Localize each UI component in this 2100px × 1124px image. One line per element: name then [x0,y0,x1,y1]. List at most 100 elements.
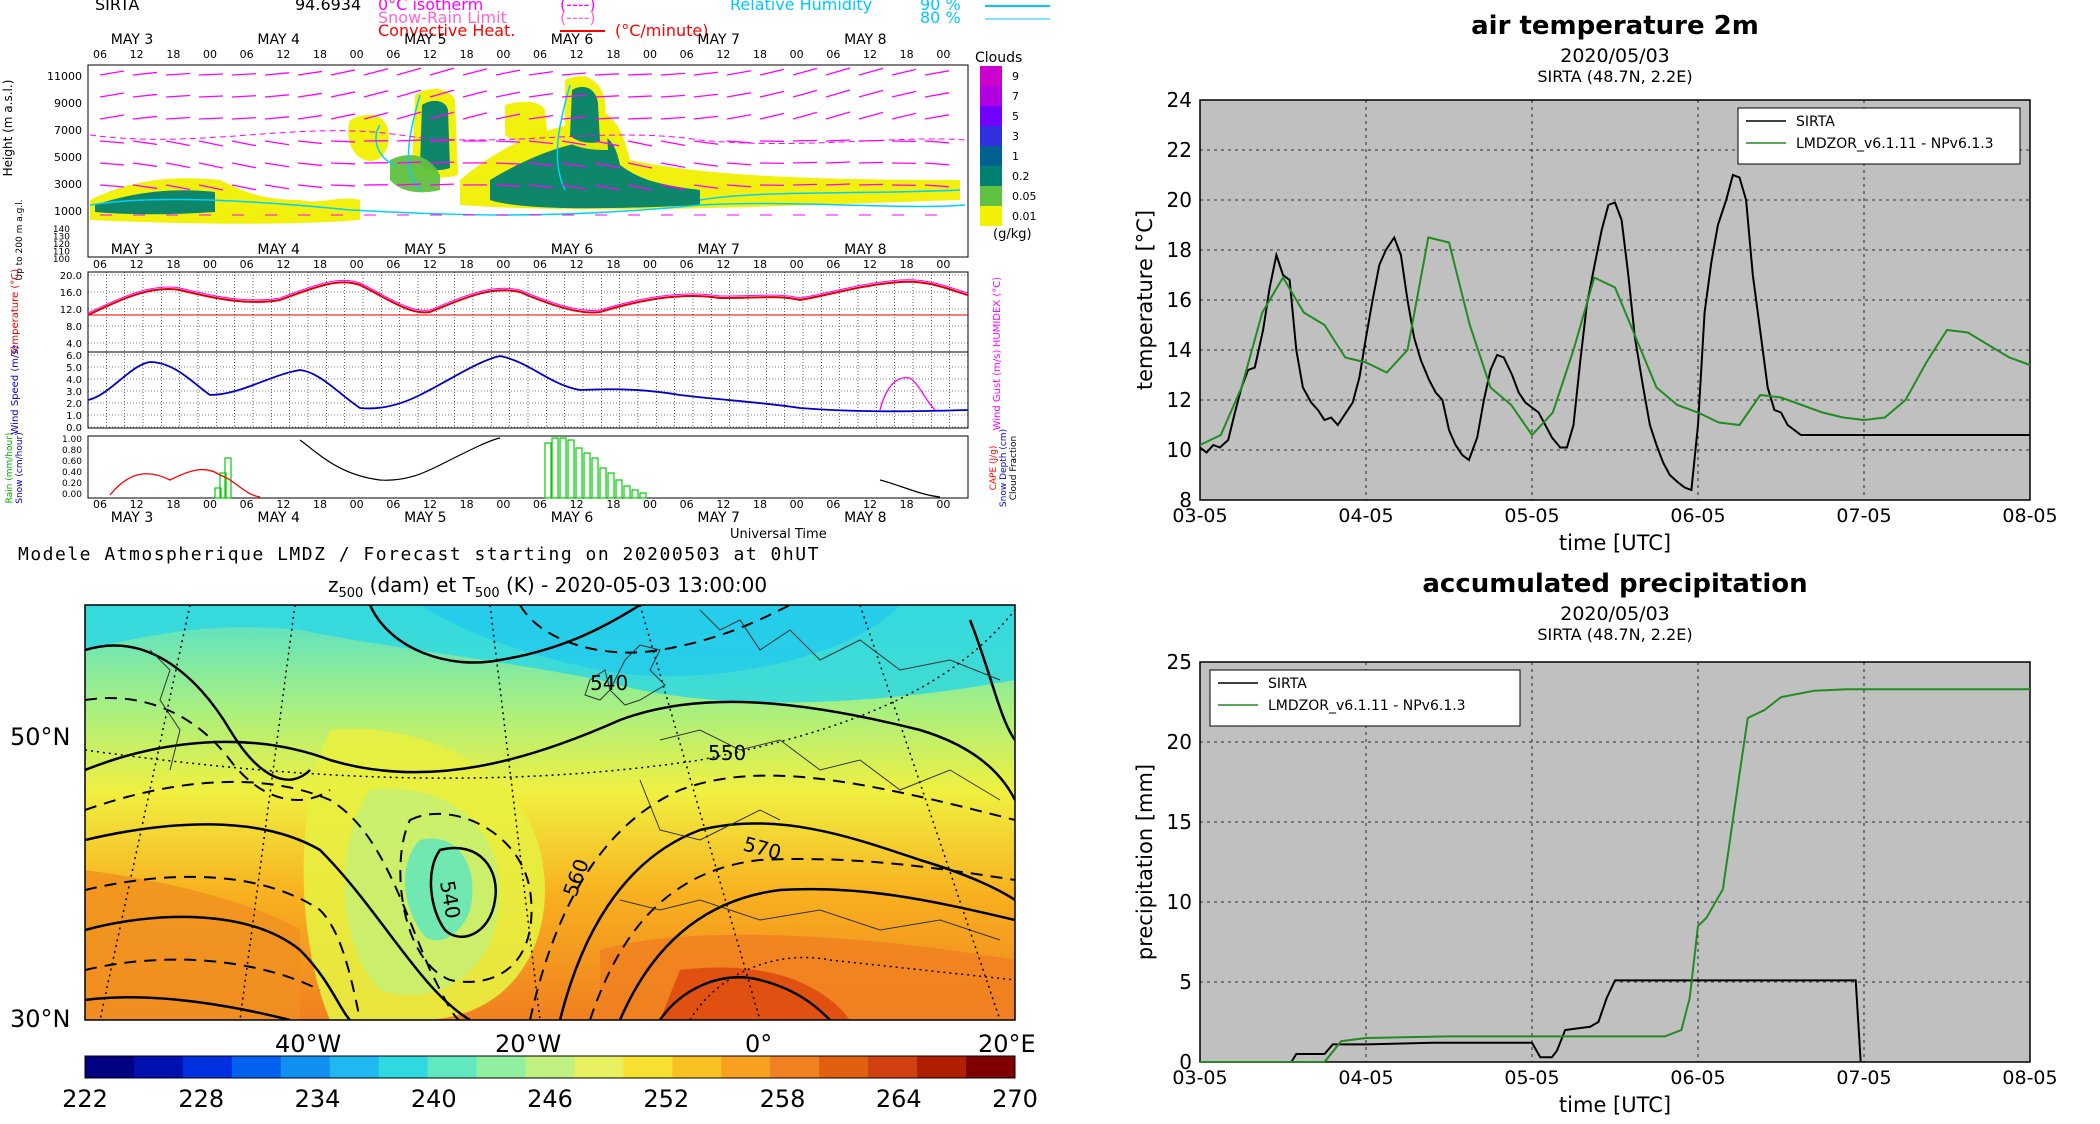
wind-tick: 0.0 [66,423,82,434]
hour-label: 12 [863,258,877,271]
hour-label: 12 [863,48,877,61]
cloudfrac-label: Cloud Fraction [1009,436,1019,501]
wind-tick: 2.0 [66,399,82,410]
day-label: MAY 5 [404,32,446,48]
colorbar-swatch [623,1056,672,1078]
chart-title: air temperature 2m [1471,11,1759,41]
day-label: MAY 3 [111,242,153,258]
chart-location: SIRTA (48.7N, 2.2E) [1537,625,1692,644]
hour-label: 12 [130,498,144,511]
x-tick-label: 05-05 [1504,1067,1559,1089]
day-label: MAY 8 [844,32,886,48]
x-tick-label: 08-05 [2002,1067,2057,1089]
hour-label: 18 [313,498,327,511]
cloud-scale-swatch [980,146,1002,166]
colorbar-swatch [917,1056,966,1078]
hour-label: 12 [570,498,584,511]
colorbar-tick: 246 [527,1085,573,1113]
cloud-scale-swatch [980,106,1002,126]
convective-unit: (°C/minute) [615,21,708,40]
colorbar-swatch [379,1056,428,1078]
cloud-scale-label: 1 [1012,150,1019,163]
day-label: MAY 3 [111,510,153,526]
height-tick: 7000 [54,124,82,137]
colorbar-swatch [183,1056,232,1078]
rain-tick: 0.20 [62,479,82,489]
geopotential-map: z500 (dam) et T500 (K) - 2020-05-03 13:0… [0,570,1060,1120]
rh-80: 80 % [920,8,961,27]
wind-arrow [859,162,883,163]
colorbar-swatch [526,1056,575,1078]
colorbar-tick: 240 [411,1085,457,1113]
wind-arrow [859,184,883,185]
colorbar-swatch [819,1056,868,1078]
chart-subtitle: 2020/05/03 [1560,45,1670,67]
x-tick-label: 04-05 [1338,1067,1393,1089]
day-label: MAY 4 [257,32,300,48]
day-label: MAY 6 [551,32,594,48]
cloud-scale-label: 0.01 [1012,210,1037,223]
chart-location: SIRTA (48.7N, 2.2E) [1537,67,1692,86]
temp-tick: 12.0 [60,305,82,316]
x-tick-label: 08-05 [2002,505,2057,527]
height-tick: 9000 [54,97,82,110]
height-tick: 5000 [54,151,82,164]
hour-label: 18 [460,48,474,61]
temp-tick: 16.0 [60,288,82,299]
lon-label-20e: 20°E [978,1030,1036,1058]
hour-label: 00 [643,258,657,271]
x-tick-label: 07-05 [1836,505,1891,527]
hour-label: 00 [496,48,510,61]
contour-label-540-north: 540 [590,671,628,695]
wind-ylabel: Wind Speed (m/s) [10,345,21,434]
hour-label: 18 [606,498,620,511]
rain-tick: 0.00 [62,490,82,500]
cloud-scale-swatch [980,86,1002,106]
wind-arrow [793,140,817,141]
low-ylabel: Up to 200 m a.g.l. [15,199,25,280]
y-tick-label: 20 [1167,188,1192,212]
cloud-scale-label: 3 [1012,130,1019,143]
hour-label: 00 [790,48,804,61]
lat-label-50n: 50°N [10,723,71,751]
colorbar-swatch [134,1056,183,1078]
colorbar-tick: 234 [295,1085,341,1113]
hour-label: 18 [313,258,327,271]
hour-label: 00 [203,498,217,511]
y-tick-label: 10 [1167,890,1192,914]
day-label: MAY 7 [697,242,739,258]
hour-label: 06 [93,498,107,511]
colorbar-swatch [574,1056,623,1078]
colorbar-tick: 258 [760,1085,806,1113]
meteogram-panel: SIRTA 94.6934 0°C isotherm (----) Snow-R… [0,0,1060,565]
hour-label: 06 [240,48,254,61]
hour-label: 06 [826,48,840,61]
hour-label: 12 [276,258,290,271]
x-tick-label: 06-05 [1670,1067,1725,1089]
day-label: MAY 5 [404,510,446,526]
wind-arrow [430,184,454,185]
lat-label-30n: 30°N [10,1005,71,1033]
colorbar-swatch [281,1056,330,1078]
clouds-unit: (g/kg) [993,227,1032,242]
cloud-scale-label: 5 [1012,110,1019,123]
colorbar-swatch [868,1056,917,1078]
day-label: MAY 6 [551,510,594,526]
contour-label-550: 550 [708,741,746,765]
wind-arrow [793,184,817,185]
hour-label: 18 [313,48,327,61]
meteogram: SIRTA 94.6934 0°C isotherm (----) Snow-R… [0,0,1060,565]
cloud-scale-swatch [980,186,1002,206]
hour-label: 06 [386,498,400,511]
x-tick-label: 06-05 [1670,505,1725,527]
cloud-scale-label: 7 [1012,90,1019,103]
hour-label: 12 [276,498,290,511]
x-axis-label: time [UTC] [1559,1093,1671,1117]
colorbar-swatch [85,1056,134,1078]
day-label: MAY 8 [844,242,886,258]
wind-arrow [793,162,817,163]
hour-label: 06 [680,498,694,511]
